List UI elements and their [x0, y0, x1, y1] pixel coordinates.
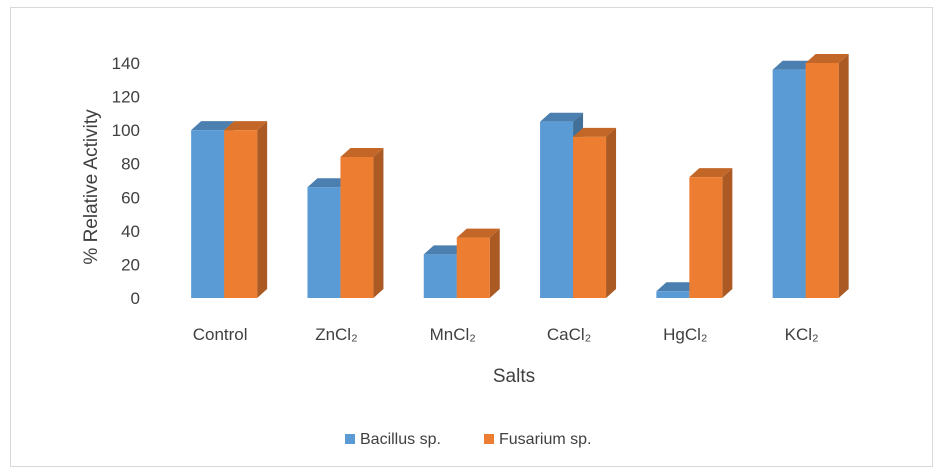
bar-side: [373, 148, 384, 298]
y-tick-label: 140: [112, 54, 140, 73]
x-tick-label: KCl₂: [785, 325, 819, 344]
bar-side: [257, 121, 268, 299]
y-axis-ticks: 0 20 40 60 80 100 120 140: [112, 54, 140, 308]
bar-front: [573, 136, 607, 298]
legend-label: Bacillus sp.: [360, 431, 441, 448]
x-tick-label: Control: [193, 325, 248, 344]
bar-top: [340, 148, 384, 157]
y-tick-label: 100: [112, 121, 140, 140]
legend-swatch: [345, 434, 355, 444]
bar-front: [656, 291, 690, 298]
bar-front: [772, 69, 806, 298]
bar-front: [540, 121, 574, 298]
bar: [805, 54, 849, 298]
bar-top: [805, 54, 849, 63]
bar-side: [489, 228, 500, 298]
x-tick-label: ZnCl₂: [315, 325, 358, 344]
bar: [456, 228, 500, 298]
bar-top: [772, 60, 816, 70]
x-tick-label: CaCl₂: [547, 325, 591, 344]
bar-top: [456, 228, 500, 238]
bar-front: [307, 187, 341, 298]
x-axis-title: Salts: [493, 366, 535, 387]
x-tick-label: MnCl₂: [430, 325, 476, 344]
bar-front: [456, 237, 490, 298]
bar-top: [224, 121, 268, 131]
y-tick-label: 80: [121, 155, 140, 174]
bar-side: [838, 54, 849, 298]
bar-front: [224, 130, 258, 298]
bar-top: [656, 282, 700, 292]
bar: [340, 148, 384, 298]
bar-side: [606, 127, 617, 298]
bar-top: [307, 178, 351, 188]
bar-side: [722, 168, 733, 298]
y-tick-label: 0: [131, 289, 140, 308]
legend-item: Fusarium sp.: [484, 431, 591, 448]
bar: [689, 168, 733, 298]
bar: [224, 121, 268, 299]
y-tick-label: 60: [121, 188, 140, 207]
x-axis-ticks: Control ZnCl₂ MnCl₂ CaCl₂ HgCl₂ KCl₂: [193, 325, 819, 344]
legend-item: Bacillus sp.: [345, 431, 441, 448]
bar: [573, 127, 617, 298]
bar-front: [191, 130, 225, 298]
bar-front: [689, 177, 723, 298]
legend-label: Fusarium sp.: [499, 431, 591, 448]
bar-top: [689, 168, 733, 178]
bar-front: [805, 63, 839, 298]
bar-top: [573, 127, 617, 137]
y-tick-label: 120: [112, 88, 140, 107]
y-axis-title: % Relative Activity: [81, 109, 102, 265]
bar-top: [191, 121, 235, 131]
y-tick-label: 20: [121, 255, 140, 274]
bar-front: [340, 157, 374, 298]
legend: Bacillus sp. Fusarium sp.: [345, 431, 591, 448]
legend-swatch: [484, 434, 494, 444]
bar-top: [540, 112, 584, 122]
x-tick-label: HgCl₂: [663, 325, 707, 344]
y-tick-label: 40: [121, 222, 140, 241]
bar-front: [423, 254, 457, 298]
bar-top: [423, 245, 467, 255]
bars-layer: [191, 54, 849, 299]
